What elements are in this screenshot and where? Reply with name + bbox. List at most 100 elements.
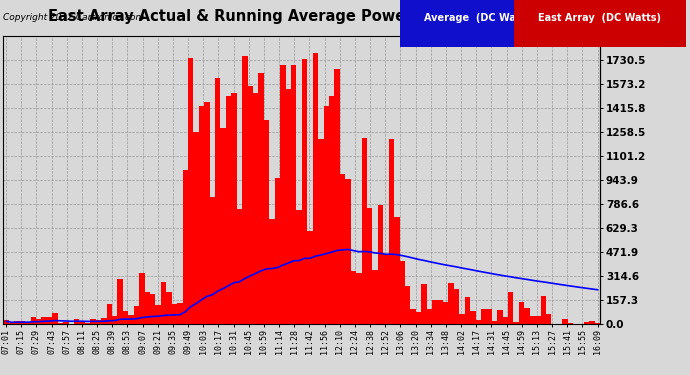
Bar — [144, 292, 150, 324]
Bar — [508, 292, 513, 324]
Bar — [486, 309, 492, 324]
Bar — [30, 318, 36, 324]
Bar — [182, 170, 188, 324]
Bar — [123, 312, 128, 324]
Bar — [199, 106, 204, 324]
Bar — [470, 311, 475, 324]
Bar — [584, 322, 589, 324]
Bar — [188, 58, 193, 324]
Bar — [237, 210, 242, 324]
Bar — [52, 313, 58, 324]
Text: East Array Actual & Running Average Power Fri Nov 23 16:16: East Array Actual & Running Average Powe… — [48, 9, 553, 24]
Bar — [41, 317, 47, 324]
Bar — [291, 66, 297, 324]
Bar — [297, 210, 302, 324]
Bar — [112, 316, 117, 324]
Bar — [318, 139, 324, 324]
Bar — [3, 320, 9, 324]
Bar — [595, 323, 600, 324]
Bar — [204, 102, 210, 324]
Bar — [264, 120, 269, 324]
Bar — [448, 283, 454, 324]
Bar — [519, 303, 524, 324]
Bar — [226, 96, 231, 324]
Bar — [128, 315, 134, 324]
Bar — [286, 89, 291, 324]
Bar — [460, 314, 464, 324]
Bar — [502, 317, 508, 324]
Bar — [85, 323, 90, 324]
Text: Copyright 2012 Cartronics.com: Copyright 2012 Cartronics.com — [3, 13, 145, 22]
Bar — [63, 322, 68, 324]
Bar — [253, 93, 259, 324]
Bar — [362, 138, 367, 324]
Bar — [47, 317, 52, 324]
Bar — [14, 321, 20, 324]
Bar — [589, 321, 595, 324]
Bar — [172, 304, 177, 324]
Bar — [568, 323, 573, 324]
Bar — [9, 323, 14, 324]
Bar — [481, 309, 486, 324]
Bar — [215, 78, 221, 324]
Bar — [117, 279, 123, 324]
Bar — [280, 65, 286, 324]
Bar — [231, 93, 237, 324]
Bar — [324, 106, 329, 324]
Bar — [345, 179, 351, 324]
Bar — [394, 217, 400, 324]
Bar — [454, 289, 460, 324]
Bar — [25, 322, 30, 324]
Bar — [373, 270, 378, 324]
Bar — [475, 320, 481, 324]
Bar — [546, 314, 551, 324]
Bar — [464, 297, 470, 324]
Bar — [90, 320, 96, 324]
Bar — [242, 56, 248, 324]
Bar — [106, 304, 112, 324]
Bar — [36, 319, 41, 324]
Bar — [275, 178, 280, 324]
Bar — [405, 286, 411, 324]
Bar — [58, 322, 63, 324]
Text: East Array  (DC Watts): East Array (DC Watts) — [538, 13, 661, 23]
Bar — [248, 86, 253, 324]
Bar — [307, 231, 313, 324]
Bar — [513, 322, 519, 324]
Bar — [400, 261, 405, 324]
Bar — [524, 308, 530, 324]
Bar — [134, 306, 139, 324]
Bar — [259, 73, 264, 324]
Bar — [74, 319, 79, 324]
Bar — [443, 302, 448, 324]
Bar — [356, 273, 362, 324]
Bar — [166, 292, 172, 324]
Bar — [20, 321, 25, 324]
Bar — [378, 205, 383, 324]
Bar — [437, 300, 443, 324]
Bar — [335, 69, 340, 324]
Bar — [367, 208, 373, 324]
Bar — [340, 174, 345, 324]
Bar — [193, 132, 199, 324]
Bar — [139, 273, 144, 324]
Bar — [492, 321, 497, 324]
Bar — [562, 319, 568, 324]
Bar — [150, 294, 155, 324]
Bar — [329, 96, 335, 324]
Bar — [351, 271, 356, 324]
Bar — [313, 53, 318, 324]
Bar — [388, 139, 394, 324]
Bar — [269, 219, 275, 324]
Bar — [221, 128, 226, 324]
Bar — [155, 305, 161, 324]
Bar — [383, 254, 388, 324]
Bar — [530, 316, 535, 324]
Bar — [411, 309, 416, 324]
Bar — [79, 321, 85, 324]
Bar — [177, 303, 182, 324]
Bar — [416, 312, 421, 324]
Bar — [302, 59, 307, 324]
Bar — [421, 284, 426, 324]
Bar — [540, 296, 546, 324]
